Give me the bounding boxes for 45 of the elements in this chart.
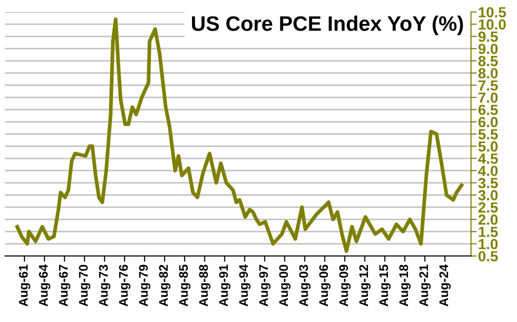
y-tick-label: 5.0 [478, 141, 498, 152]
y-tick-label: 10.0 [478, 19, 506, 30]
x-tick-label: Aug-76 [119, 264, 130, 306]
x-tick-label: Aug-18 [399, 264, 411, 306]
x-tick-label: Aug-79 [139, 264, 150, 306]
x-tick-label: Aug-00 [279, 264, 291, 306]
x-tick-label: Aug-70 [78, 264, 90, 306]
y-tick-label: 9.0 [478, 44, 498, 54]
x-tick-label: Aug-21 [419, 264, 431, 306]
y-tick-label: 3.0 [478, 190, 498, 200]
y-tick-label: 4.0 [478, 166, 498, 176]
x-tick-label: Aug-82 [159, 264, 170, 306]
x-tick-label: Aug-91 [219, 264, 230, 306]
y-tick-label: 4.5 [478, 154, 498, 164]
y-tick-label: 0.5 [478, 251, 498, 262]
line-series [15, 18, 464, 253]
x-tick-label: Aug-67 [58, 264, 70, 306]
y-tick-label: 1.0 [478, 238, 498, 250]
y-tick-label: 6.5 [478, 104, 498, 116]
y-tick-label: 8.5 [478, 56, 498, 66]
x-tick-label: Aug-24 [439, 264, 451, 306]
y-tick-label: 10.5 [478, 7, 506, 18]
x-tick-label: Aug-12 [359, 264, 371, 306]
y-tick-label: 8.0 [478, 68, 498, 78]
x-tick-label: Aug-06 [319, 264, 331, 306]
x-tick-label: Aug-03 [299, 264, 311, 306]
x-tick-label: Aug-73 [98, 264, 110, 306]
x-tick-label: Aug-97 [259, 264, 271, 306]
y-tick-label: 5.5 [478, 129, 498, 140]
y-tick-label: 3.5 [478, 178, 498, 188]
x-tick-label: Aug-64 [38, 264, 50, 306]
x-tick-label: Aug-61 [18, 264, 30, 306]
y-tick-label: 1.5 [478, 226, 498, 238]
y-tick-label: 6.0 [478, 116, 498, 128]
y-tick-label: 2.0 [478, 214, 498, 225]
y-tick-label: 2.5 [478, 202, 498, 213]
x-tick-label: Aug-88 [199, 264, 210, 306]
chart-title: US Core PCE Index YoY (%) [192, 16, 463, 36]
x-tick-label: Aug-94 [239, 264, 250, 306]
y-tick-label: 7.5 [478, 80, 498, 91]
y-tick-label: 9.5 [478, 32, 498, 42]
y-tick-label: 7.0 [478, 92, 498, 103]
x-tick-label: Aug-09 [339, 264, 351, 306]
x-tick-label: Aug-85 [179, 264, 190, 306]
x-tick-label: Aug-15 [379, 264, 391, 306]
